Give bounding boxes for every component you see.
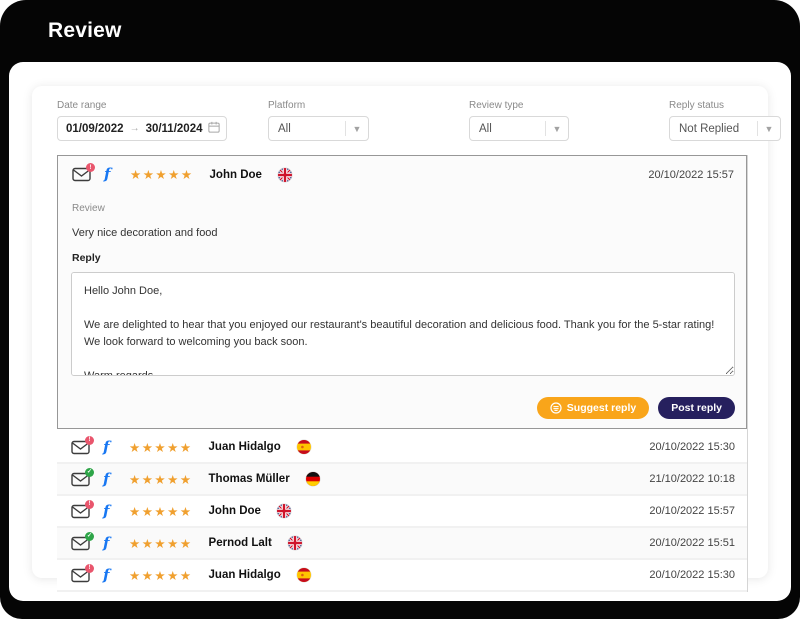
review-type-select[interactable]: All ▼ [469,116,569,141]
reviewer-name: Juan Hidalgo [208,441,281,453]
envelope-icon: ✓ [71,467,94,487]
facebook-icon: f [103,501,110,520]
filter-date-range: Date range 01/09/2022 → 30/11/2024 [57,100,227,141]
review-row[interactable]: ! f ★★★★★ Juan Hidalgo 20/10/2022 15:30 [57,432,747,464]
facebook-icon: f [103,565,110,584]
suggest-reply-icon [550,402,562,414]
star-rating: ★★★★★ [129,536,193,551]
envelope-icon: ! [71,563,94,583]
review-timestamp: 20/10/2022 15:30 [649,569,735,581]
reply-status-select[interactable]: Not Replied ▼ [669,116,781,141]
review-timestamp: 20/10/2022 15:57 [649,505,735,517]
chevron-down-icon[interactable]: ▼ [764,123,774,134]
expanded-review-header: ! f ★★★★★ John Doe 20/10/2022 15:57 [58,156,746,193]
app-header: Review [0,0,800,62]
review-timestamp: 20/10/2022 15:57 [648,168,734,181]
facebook-icon: f [103,469,110,488]
envelope-icon: ✓ [71,531,94,551]
content-panel: Date range 01/09/2022 → 30/11/2024 Platf… [9,62,791,601]
review-type-value: All [479,122,492,135]
envelope-icon: ! [72,163,95,182]
suggest-reply-label: Suggest reply [566,402,637,414]
reply-status-label: Reply status [669,100,725,111]
review-text: Very nice decoration and food [72,227,218,239]
facebook-icon: f [103,437,110,456]
reply-section-label: Reply [72,252,101,264]
reviewer-name: Juan Hidalgo [208,569,281,581]
platform-select[interactable]: All ▼ [268,116,369,141]
chevron-down-icon[interactable]: ▼ [352,123,362,134]
star-rating: ★★★★★ [129,440,193,455]
star-rating: ★★★★★ [130,168,194,182]
not-replied-badge-icon: ! [86,163,95,172]
calendar-icon[interactable] [208,120,221,138]
chevron-down-icon[interactable]: ▼ [552,123,562,134]
replied-badge-icon: ✓ [85,467,94,477]
review-section-label: Review [72,203,105,214]
date-end-value[interactable]: 30/11/2024 [145,122,203,135]
flag-uk-icon [277,167,292,182]
review-row[interactable]: ✓ f ★★★★★ Pernod Lalt 20/10/2022 15:51 [57,528,747,560]
filter-platform: Platform All ▼ [268,100,369,141]
review-timestamp: 21/10/2022 10:18 [649,473,735,485]
date-arrow-icon: → [129,123,140,134]
star-rating: ★★★★★ [129,472,193,487]
review-type-label: Review type [469,100,524,111]
facebook-icon: f [104,165,111,183]
filters-bar: Date range 01/09/2022 → 30/11/2024 Platf… [57,100,781,141]
reviewer-name: Pernod Lalt [208,537,272,549]
envelope-icon: ! [71,435,94,455]
flag-uk-icon [276,504,291,518]
review-timestamp: 20/10/2022 15:51 [649,537,735,549]
post-reply-button[interactable]: Post reply [658,397,735,419]
filter-review-type: Review type All ▼ [469,100,569,141]
platform-value: All [278,122,291,135]
star-rating: ★★★★★ [129,568,193,583]
review-row[interactable]: ! f ★★★★★ Juan Hidalgo 20/10/2022 15:30 [57,560,747,592]
platform-label: Platform [268,100,306,111]
facebook-icon: f [103,533,110,552]
flag-spain-icon [296,440,311,454]
not-replied-badge-icon: ! [85,435,94,445]
date-range-label: Date range [57,100,107,111]
not-replied-badge-icon: ! [85,563,94,573]
review-row[interactable]: ✓ f ★★★★★ Thomas Müller 21/10/2022 10:18 [57,464,747,496]
date-start-value[interactable]: 01/09/2022 [66,122,124,135]
page-title: Review [48,19,122,42]
reply-status-value: Not Replied [679,122,740,135]
post-reply-label: Post reply [671,402,722,414]
reviewer-name: John Doe [208,505,261,517]
replied-badge-icon: ✓ [85,531,94,541]
reviews-panel: Date range 01/09/2022 → 30/11/2024 Platf… [32,86,781,592]
flag-uk-icon [287,536,302,550]
expanded-review-card[interactable]: ! f ★★★★★ John Doe 20/10/2022 15:57 Revi… [57,155,747,429]
not-replied-badge-icon: ! [85,499,94,509]
date-range-input[interactable]: 01/09/2022 → 30/11/2024 [57,116,227,141]
reply-textarea[interactable]: Hello John Doe, We are delighted to hear… [71,272,735,376]
review-timestamp: 20/10/2022 15:30 [649,441,735,453]
reply-actions: Suggest reply Post reply [58,397,735,419]
star-rating: ★★★★★ [129,504,193,519]
reviewer-name: Thomas Müller [208,473,290,485]
reviewer-name: John Doe [209,168,262,181]
flag-germany-icon [305,472,320,486]
reviews-list-container: ! f ★★★★★ John Doe 20/10/2022 15:57 Revi… [57,155,748,592]
filter-reply-status: Reply status Not Replied ▼ [669,100,781,141]
suggest-reply-button[interactable]: Suggest reply [536,397,650,419]
flag-spain-icon [296,568,311,582]
envelope-icon: ! [71,499,94,519]
review-row[interactable]: ! f ★★★★★ John Doe 20/10/2022 15:57 [57,496,747,528]
review-rows-list: ! f ★★★★★ Juan Hidalgo 20/10/2022 15:30 … [57,432,747,592]
